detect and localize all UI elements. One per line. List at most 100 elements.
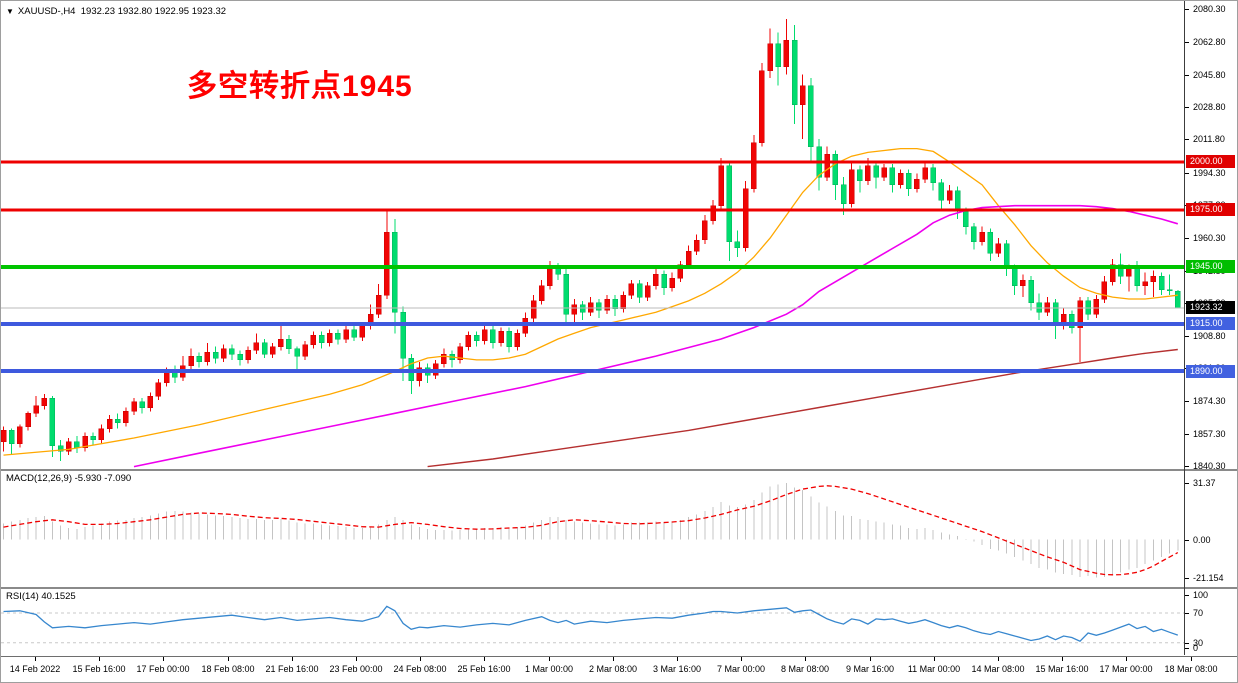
price-tick-label: 1874.30 (1193, 396, 1226, 406)
time-label: 18 Feb 08:00 (201, 664, 255, 674)
price-tick (1185, 107, 1189, 108)
rsi-tick (1185, 595, 1189, 596)
horizontal-lines-layer (1, 160, 1185, 373)
price-tick (1185, 401, 1189, 402)
price-tick (1185, 9, 1189, 10)
price-badge-2000.00: 2000.00 (1186, 155, 1235, 168)
time-tick (292, 657, 293, 661)
time-tick (228, 657, 229, 661)
time-tick (420, 657, 421, 661)
ma-slow-darkred (427, 348, 1178, 468)
price-tick (1185, 42, 1189, 43)
time-tick (998, 657, 999, 661)
price-tick-label: 1994.30 (1193, 168, 1226, 178)
time-label: 24 Feb 08:00 (393, 664, 447, 674)
candles-layer (1, 19, 1181, 461)
price-tick (1185, 173, 1189, 174)
time-tick (1126, 657, 1127, 661)
price-tick (1185, 238, 1189, 239)
macd-tick (1185, 578, 1189, 579)
price-tick (1185, 139, 1189, 140)
price-tick-label: 1908.80 (1193, 331, 1226, 341)
collapse-arrow-icon[interactable]: ▼ (6, 7, 14, 16)
price-axis[interactable]: 2080.30 2062.80 2045.80 2028.80 2011.80 1994.… (1185, 1, 1237, 471)
time-tick (549, 657, 550, 661)
time-label: 15 Mar 16:00 (1035, 664, 1089, 674)
macd-tick (1185, 483, 1189, 484)
time-label: 25 Feb 16:00 (457, 664, 511, 674)
time-axis[interactable]: 14 Feb 2022 15 Feb 16:00 17 Feb 00:00 18 Fe… (1, 656, 1237, 682)
time-tick (99, 657, 100, 661)
time-tick (35, 657, 36, 661)
time-label: 7 Mar 00:00 (716, 664, 766, 674)
macd-tick (1185, 540, 1189, 541)
rsi-tick (1185, 648, 1189, 649)
price-tick-label: 2080.30 (1193, 4, 1226, 14)
price-tick-label: 2028.80 (1193, 102, 1226, 112)
price-tick (1185, 434, 1189, 435)
price-tick-label: 2011.80 (1193, 134, 1225, 144)
price-tick-label: 1840.30 (1193, 461, 1226, 471)
price-tick-label: 2045.80 (1193, 70, 1226, 80)
price-tick-label: 1857.30 (1193, 429, 1226, 439)
macd-tick-label: -21.154 (1193, 573, 1224, 583)
macd-histogram (3, 482, 1179, 578)
price-badge-1915.00: 1915.00 (1186, 317, 1235, 330)
rsi-indicator-chart[interactable] (1, 590, 1185, 654)
rsi-tick-label: 70 (1193, 608, 1204, 618)
time-tick (613, 657, 614, 661)
rsi-tick-label: 100 (1193, 590, 1209, 600)
time-tick (934, 657, 935, 661)
rsi-tick-label: 30 (1193, 638, 1204, 648)
time-label: 9 Mar 16:00 (845, 664, 895, 674)
time-label: 1 Mar 00:00 (524, 664, 574, 674)
time-tick (805, 657, 806, 661)
time-tick (356, 657, 357, 661)
ma-mid-magenta (133, 204, 1179, 468)
text-annotation[interactable]: 多空转折点1945 (187, 70, 413, 103)
rsi-tick (1185, 643, 1189, 644)
time-tick (870, 657, 871, 661)
ma-fast-orange (3, 147, 1178, 456)
macd-tick-label: 0.00 (1193, 535, 1211, 545)
macd-tick-label: 31.37 (1193, 478, 1216, 488)
rsi-line (3, 605, 1179, 642)
rsi-tick-label: 0 (1193, 643, 1199, 653)
macd-axis[interactable]: 31.37 0.00 -21.154 (1185, 472, 1237, 587)
time-label: 2 Mar 08:00 (588, 664, 638, 674)
time-label: 23 Feb 00:00 (329, 664, 383, 674)
panel-splitter[interactable] (1, 587, 1237, 590)
time-label: 3 Mar 16:00 (652, 664, 702, 674)
moving-averages-layer (3, 147, 1179, 468)
panel-splitter[interactable] (1, 469, 1237, 472)
time-tick (163, 657, 164, 661)
axis-divider (1184, 1, 1185, 655)
price-badge-1975.00: 1975.00 (1186, 203, 1235, 216)
macd-header: MACD(12,26,9) -5.930 -7.090 (6, 473, 132, 484)
time-tick (484, 657, 485, 661)
price-tick (1185, 336, 1189, 337)
macd-indicator-chart[interactable] (1, 472, 1185, 588)
symbol-period-label: XAUUSD-,H4 (17, 6, 76, 17)
macd-signal-line (3, 485, 1179, 576)
time-label: 11 Mar 00:00 (907, 664, 961, 674)
rsi-axis[interactable]: 100 70 30 0 (1185, 590, 1237, 654)
time-tick (1191, 657, 1192, 661)
rsi-tick (1185, 613, 1189, 614)
time-label: 17 Feb 00:00 (136, 664, 190, 674)
rsi-header: RSI(14) 40.1525 (6, 591, 76, 602)
price-tick (1185, 75, 1189, 76)
time-label: 14 Feb 2022 (9, 664, 61, 674)
price-badge-1945.00: 1945.00 (1186, 260, 1235, 273)
current-price-badge: 1923.32 (1186, 301, 1235, 314)
time-label: 14 Mar 08:00 (971, 664, 1025, 674)
price-tick (1185, 466, 1189, 467)
price-badge-1890.00: 1890.00 (1186, 365, 1235, 378)
main-price-chart[interactable] (1, 1, 1185, 469)
time-label: 21 Feb 16:00 (265, 664, 319, 674)
time-label: 18 Mar 08:00 (1164, 664, 1218, 674)
time-tick (741, 657, 742, 661)
time-tick (677, 657, 678, 661)
time-tick (1062, 657, 1063, 661)
